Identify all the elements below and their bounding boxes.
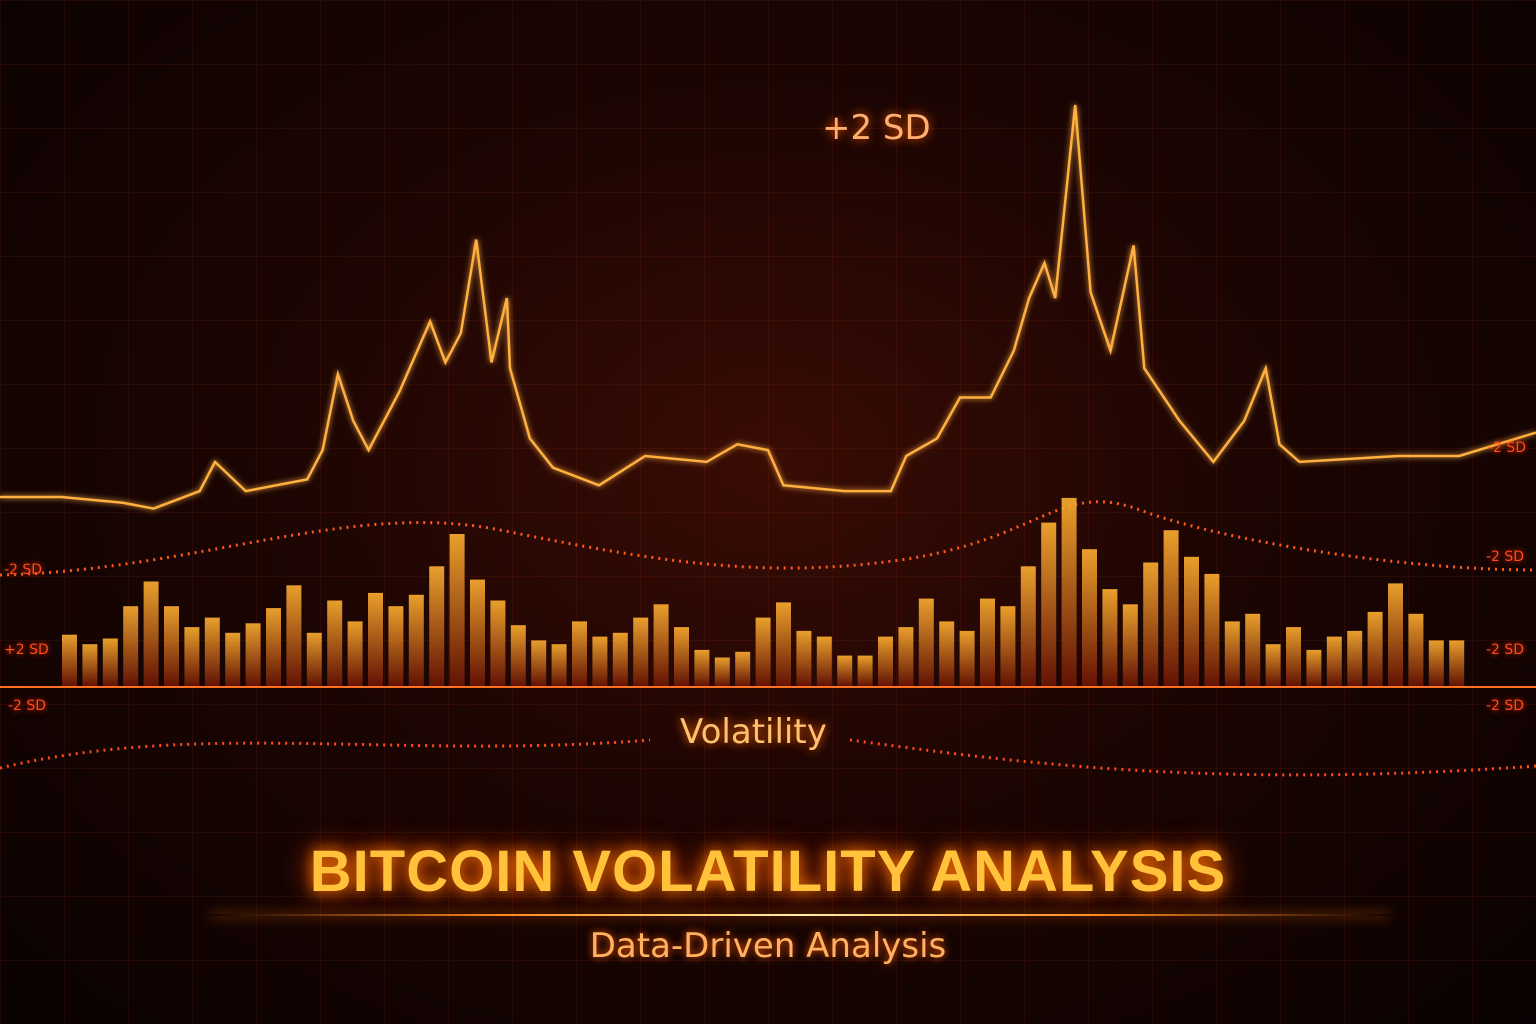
bar <box>1306 649 1322 686</box>
bar <box>286 585 302 686</box>
bar <box>837 655 853 686</box>
axis-label-right: -2 SD <box>1486 698 1525 714</box>
bar <box>980 598 995 686</box>
sd-annotation: +2 SD <box>822 108 931 148</box>
bar <box>1000 606 1016 686</box>
bar <box>796 630 812 686</box>
bar <box>755 617 771 686</box>
axis-label-left: -2 SD <box>4 562 43 578</box>
bar <box>245 623 261 686</box>
bar <box>714 657 730 686</box>
axis-label-right: -2 SD <box>1488 440 1527 456</box>
bar <box>306 632 322 686</box>
bar <box>1265 644 1281 686</box>
bar <box>266 608 281 686</box>
bar <box>592 636 608 686</box>
bar <box>1061 497 1077 686</box>
bar <box>735 651 751 686</box>
bar <box>959 630 975 686</box>
bar <box>1184 556 1199 686</box>
bar <box>204 617 220 686</box>
sd-band-lower <box>0 738 1536 777</box>
bar <box>1122 604 1138 686</box>
bar <box>225 632 241 686</box>
bar <box>1204 573 1220 686</box>
axis-label-right: -2 SD <box>1486 642 1525 658</box>
bar <box>939 621 955 686</box>
bar <box>653 604 669 686</box>
bar <box>918 598 934 686</box>
bar <box>1245 613 1261 686</box>
bar <box>62 634 77 686</box>
bar <box>531 640 547 686</box>
bar <box>1143 562 1159 686</box>
bar <box>327 600 343 686</box>
bar <box>449 534 465 686</box>
bar <box>1020 566 1036 686</box>
bar <box>164 606 179 686</box>
bar <box>612 632 628 686</box>
bar <box>1388 583 1403 686</box>
bar <box>816 636 832 686</box>
bar <box>572 621 587 686</box>
bar <box>388 606 404 686</box>
chart-title: BITCOIN VOLATILITY ANALYSIS <box>309 839 1227 904</box>
bar <box>776 602 791 686</box>
bar <box>184 627 200 686</box>
bar <box>1449 640 1465 686</box>
bar <box>102 638 118 686</box>
bar <box>1082 549 1097 686</box>
bar <box>1347 630 1363 686</box>
bar <box>368 592 383 686</box>
bar <box>470 579 485 686</box>
bar <box>1163 530 1179 686</box>
bar <box>1286 627 1301 686</box>
bar <box>143 581 159 686</box>
bar <box>347 621 363 686</box>
bar <box>1326 636 1342 686</box>
bar <box>408 594 424 686</box>
bar <box>1428 640 1444 686</box>
bar <box>551 644 567 686</box>
bar <box>510 625 526 686</box>
bar <box>898 627 914 686</box>
bar <box>1041 522 1057 686</box>
bar <box>82 644 98 686</box>
bar <box>1367 611 1383 686</box>
bar <box>490 600 506 686</box>
bar <box>1408 613 1424 686</box>
axis-label-left: -2 SD <box>8 698 47 714</box>
bar <box>878 636 893 686</box>
bar <box>857 655 873 686</box>
chart-subtitle: Data-Driven Analysis <box>589 926 947 966</box>
bar <box>1102 589 1118 686</box>
bar <box>633 617 649 686</box>
bar <box>123 606 139 686</box>
axis-label-left: +2 SD <box>4 642 49 658</box>
bar <box>694 649 710 686</box>
bar <box>1224 621 1240 686</box>
volatility-label: Volatility <box>680 712 827 752</box>
bar <box>674 627 689 686</box>
title-divider <box>210 914 1390 916</box>
volatility-line <box>0 104 1536 510</box>
bar <box>429 566 445 686</box>
axis-label-right: -2 SD <box>1486 549 1525 565</box>
sd-band-upper <box>0 500 1536 577</box>
